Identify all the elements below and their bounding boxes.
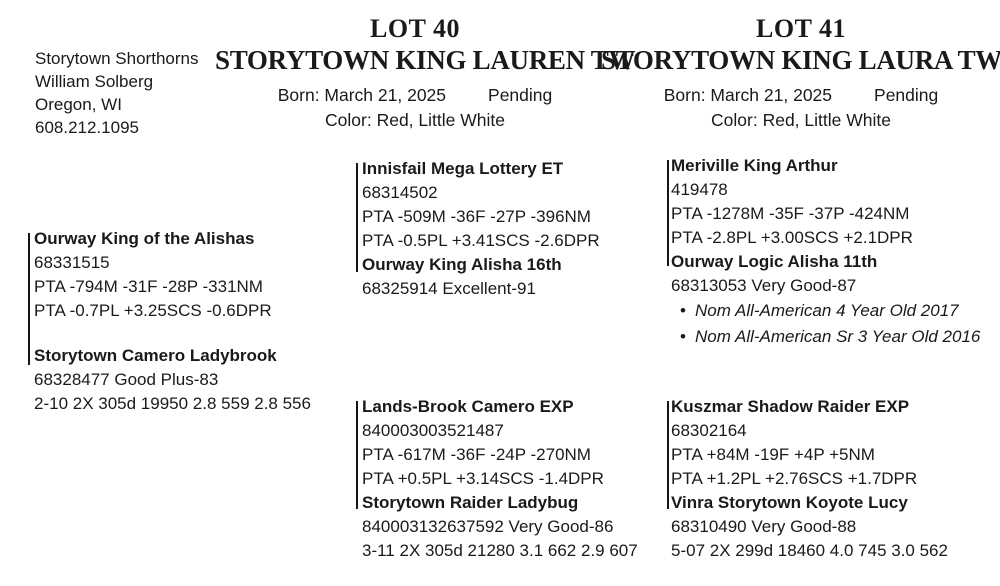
- pedigree-bracket-line: [667, 401, 669, 509]
- animal-pta-production: PTA -617M -36F -24P -270NM: [362, 445, 591, 464]
- animal-pta-type: PTA +0.5PL +3.14SCS -1.4DPR: [362, 469, 604, 488]
- animal-reg: 840003003521487: [362, 421, 504, 440]
- animal-reg-score: 68325914 Excellent-91: [362, 279, 536, 298]
- lot41-born-date: Born: March 21, 2025: [663, 85, 833, 105]
- animal-pta-type: PTA +1.2PL +2.76SCS +1.7DPR: [671, 469, 918, 488]
- animal-reg-score: 68328477 Good Plus-83: [34, 370, 219, 389]
- animal-pta-production: PTA +84M -19F +4P +5NM: [671, 445, 875, 464]
- lot41-header: LOT 41 STORYTOWN KING LAURA TW Born: Mar…: [601, 13, 1000, 133]
- lot40-born-date: Born: March 21, 2025: [277, 85, 447, 105]
- pedigree-block-lot41-bottom: Kuszmar Shadow Raider EXP 68302164 PTA +…: [671, 395, 948, 563]
- animal-pta-production: PTA -794M -31F -28P -331NM: [34, 277, 263, 296]
- pedigree-block-shared-dam: Storytown Camero Ladybrook 68328477 Good…: [34, 344, 311, 416]
- lot41-born-row: Born: March 21, 2025 Pending: [601, 83, 1000, 108]
- animal-pta-production: PTA -509M -36F -27P -396NM: [362, 207, 591, 226]
- animal-name: Ourway Logic Alisha 11th: [671, 252, 878, 271]
- pedigree-bracket-line: [667, 160, 669, 266]
- animal-name: Storytown Camero Ladybrook: [34, 346, 277, 365]
- animal-reg-score: 68313053 Very Good-87: [671, 276, 857, 295]
- animal-reg: 68302164: [671, 421, 747, 440]
- pedigree-bracket-line: [28, 233, 30, 365]
- animal-pta-type: PTA -0.5PL +3.41SCS -2.6DPR: [362, 231, 600, 250]
- pedigree-block-lot41-top: Meriville King Arthur 419478 PTA -1278M …: [671, 154, 980, 350]
- animal-lactation-record: 3-11 2X 305d 21280 3.1 662 2.9 607: [362, 541, 638, 560]
- animal-reg: 68331515: [34, 253, 110, 272]
- breeder-owner-name: William Solberg: [35, 72, 154, 91]
- animal-reg: 68314502: [362, 183, 438, 202]
- lot41-color: Color: Red, Little White: [711, 110, 891, 130]
- lot40-header: LOT 40 STORYTOWN KING LAUREN TW Born: Ma…: [215, 13, 636, 133]
- lot41-animal-name: STORYTOWN KING LAURA TW: [601, 45, 1000, 75]
- animal-reg-score: 68310490 Very Good-88: [671, 517, 857, 536]
- lot40-born-row: Born: March 21, 2025 Pending: [215, 83, 615, 108]
- pedigree-block-shared-sire: Ourway King of the Alishas 68331515 PTA …: [34, 227, 272, 323]
- bullet-icon: •: [680, 301, 686, 320]
- animal-name: Ourway King Alisha 16th: [362, 255, 562, 274]
- animal-name: Lands-Brook Camero EXP: [362, 397, 574, 416]
- lot40-label: LOT 40: [370, 14, 460, 43]
- breeder-location: Oregon, WI: [35, 95, 122, 114]
- breeder-farm-name: Storytown Shorthorns: [35, 49, 199, 68]
- bullet-icon: •: [680, 327, 686, 346]
- animal-lactation-record: 2-10 2X 305d 19950 2.8 559 2.8 556: [34, 394, 311, 413]
- animal-pta-type: PTA -2.8PL +3.00SCS +2.1DPR: [671, 228, 913, 247]
- pedigree-bracket-line: [356, 163, 358, 272]
- lot40-color: Color: Red, Little White: [325, 110, 505, 130]
- animal-lactation-record: 5-07 2X 299d 18460 4.0 745 3.0 562: [671, 541, 948, 560]
- animal-name: Innisfail Mega Lottery ET: [362, 159, 564, 178]
- animal-reg: 419478: [671, 180, 728, 199]
- lot41-label: LOT 41: [756, 14, 846, 43]
- pedigree-block-lot40-top: Innisfail Mega Lottery ET 68314502 PTA -…: [362, 157, 600, 301]
- pedigree-block-lot40-bottom: Lands-Brook Camero EXP 840003003521487 P…: [362, 395, 638, 563]
- award-item: • Nom All-American 4 Year Old 2017: [671, 298, 980, 324]
- animal-pta-type: PTA -0.7PL +3.25SCS -0.6DPR: [34, 301, 272, 320]
- animal-name: Meriville King Arthur: [671, 156, 838, 175]
- animal-name: Ourway King of the Alishas: [34, 229, 255, 248]
- animal-name: Kuszmar Shadow Raider EXP: [671, 397, 910, 416]
- breeder-info: Storytown Shorthorns William Solberg Ore…: [35, 47, 198, 139]
- animal-name: Vinra Storytown Koyote Lucy: [671, 493, 908, 512]
- lot40-animal-name: STORYTOWN KING LAUREN TW: [215, 45, 636, 75]
- award-item: • Nom All-American Sr 3 Year Old 2016: [671, 324, 980, 350]
- award-text: Nom All-American 4 Year Old 2017: [695, 301, 959, 320]
- award-text: Nom All-American Sr 3 Year Old 2016: [695, 327, 981, 346]
- animal-pta-production: PTA -1278M -35F -37P -424NM: [671, 204, 910, 223]
- lot40-status: Pending: [488, 85, 553, 105]
- breeder-phone: 608.212.1095: [35, 118, 139, 137]
- lot41-status: Pending: [874, 85, 939, 105]
- animal-reg-score: 840003132637592 Very Good-86: [362, 517, 614, 536]
- pedigree-bracket-line: [356, 401, 358, 509]
- animal-name: Storytown Raider Ladybug: [362, 493, 579, 512]
